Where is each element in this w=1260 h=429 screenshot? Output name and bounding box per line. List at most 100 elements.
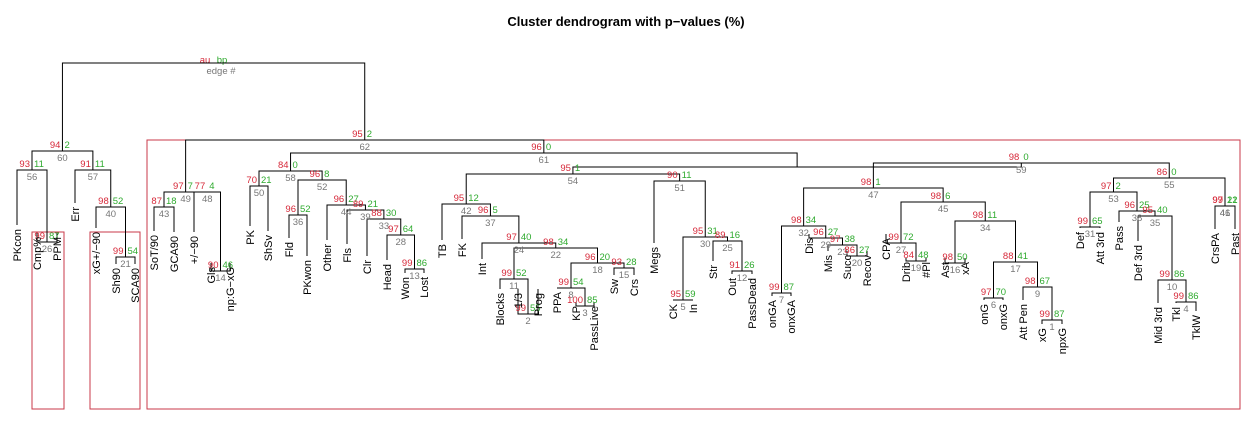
dendrogram-branch (36, 233, 58, 243)
dendrogram-lines (16, 62, 1236, 324)
bp-value: 48 (918, 250, 929, 261)
dendrogram-branch (1214, 205, 1236, 229)
bp-value: 65 (1092, 216, 1103, 227)
au-value: 98 (973, 210, 984, 221)
bp-value: 11 (682, 170, 692, 181)
leaf-label: onG (979, 304, 991, 325)
bp-value: 67 (1040, 276, 1051, 287)
au-value: 98 (1009, 152, 1020, 163)
leaf-label: Fld (284, 242, 296, 257)
edge-number: 19 (911, 263, 922, 274)
edge-number: 8 (568, 290, 573, 301)
dendrogram-branch (983, 297, 1004, 300)
legend-au: au (200, 55, 211, 66)
au-value: 77 (195, 181, 206, 192)
edge-number: 32 (798, 228, 809, 239)
leaf-label: Out (727, 278, 739, 296)
leaf-label: PPM (52, 237, 64, 261)
edge-number: 23 (837, 247, 848, 258)
dendrogram-branch (944, 258, 966, 264)
leaf-label: Head (382, 264, 394, 290)
edge-number: 54 (568, 176, 579, 187)
bp-value: 87 (49, 231, 60, 242)
au-value: 99 (113, 246, 124, 257)
bp-value: 1 (575, 163, 580, 174)
leaf-label: Dis (804, 238, 816, 254)
leaf-label: KP (571, 306, 583, 321)
edge-number: 60 (57, 153, 68, 164)
leaf-label: TklW (1191, 314, 1203, 340)
edge-number: 5 (680, 302, 685, 313)
au-value: 90 (208, 260, 219, 271)
bp-value: 0 (1023, 152, 1028, 163)
au-value: 91 (729, 260, 740, 271)
edge-number: 9 (1035, 289, 1040, 300)
bp-value: 27 (828, 227, 839, 238)
bp-value: 50 (957, 252, 968, 263)
dendrogram-branch (712, 240, 743, 271)
dendrogram-branch (95, 206, 126, 257)
au-value: 95 (693, 226, 704, 237)
bp-value: 26 (744, 260, 755, 271)
dendrogram-branch (297, 179, 347, 215)
leaf-label: In (688, 304, 700, 313)
edge-number: 53 (1108, 194, 1119, 205)
au-value: 97 (1101, 181, 1112, 192)
bp-value: 2 (367, 129, 372, 140)
dendrogram-branch (1175, 301, 1197, 311)
edge-number: 39 (360, 212, 371, 223)
dendrogram-branch (570, 262, 625, 288)
dendrogram-branch (575, 302, 595, 307)
dendrogram-branch (731, 270, 753, 274)
edge-number: 62 (359, 142, 370, 153)
edge-number: 24 (514, 245, 525, 256)
edge-number: 31 (1085, 229, 1096, 240)
dendrogram-branch (1157, 279, 1187, 303)
leaf-label: Ast (940, 262, 952, 278)
dendrogram-branch (465, 173, 681, 204)
edge-number: 18 (592, 265, 603, 276)
edge-number: 12 (737, 273, 748, 284)
bp-value: 8 (324, 169, 329, 180)
au-value: 84 (278, 160, 289, 171)
leaf-label: Succ (842, 255, 854, 280)
leaf-label: Crs (629, 279, 641, 297)
au-value: 97 (1212, 195, 1223, 206)
bp-value: 27 (859, 245, 870, 256)
au-value: 97 (388, 224, 399, 235)
au-value: 96 (285, 204, 296, 215)
dendrogram-branch (808, 234, 843, 245)
dendrogram-branch (441, 203, 491, 240)
au-value: 93 (611, 257, 622, 268)
au-value: 87 (151, 196, 162, 207)
edge-number: 2 (525, 316, 530, 327)
bp-value: 30 (386, 208, 397, 219)
bp-value: 0 (293, 160, 298, 171)
bp-value: 31 (707, 226, 718, 237)
bp-value: 34 (558, 237, 569, 248)
au-value: 98 (1025, 276, 1036, 287)
dendrogram-branch (290, 152, 798, 171)
au-value: 84 (903, 250, 914, 261)
edge-number: 25 (722, 243, 733, 254)
au-value: 98 (543, 237, 554, 248)
dendrogram-branch (31, 150, 94, 170)
leaf-label: PKwon (302, 260, 314, 295)
au-value: 89 (353, 199, 364, 210)
bp-value: 27 (348, 194, 359, 205)
bp-value: 20 (600, 252, 611, 263)
au-value: 99 (1159, 269, 1170, 280)
bp-value: 34 (806, 215, 817, 226)
leaf-label: Str (708, 265, 720, 279)
edge-number: 59 (1016, 165, 1027, 176)
au-value: 93 (19, 159, 30, 170)
leaf-label: SCA90 (130, 268, 142, 303)
edge-number: 44 (341, 207, 352, 218)
bp-value: 21 (1227, 195, 1238, 206)
dendrogram-branch (346, 209, 385, 244)
leaf-label: Prog (533, 293, 545, 316)
leaf-label: xG+/−90 (91, 232, 103, 274)
edge-number: 27 (896, 245, 907, 256)
